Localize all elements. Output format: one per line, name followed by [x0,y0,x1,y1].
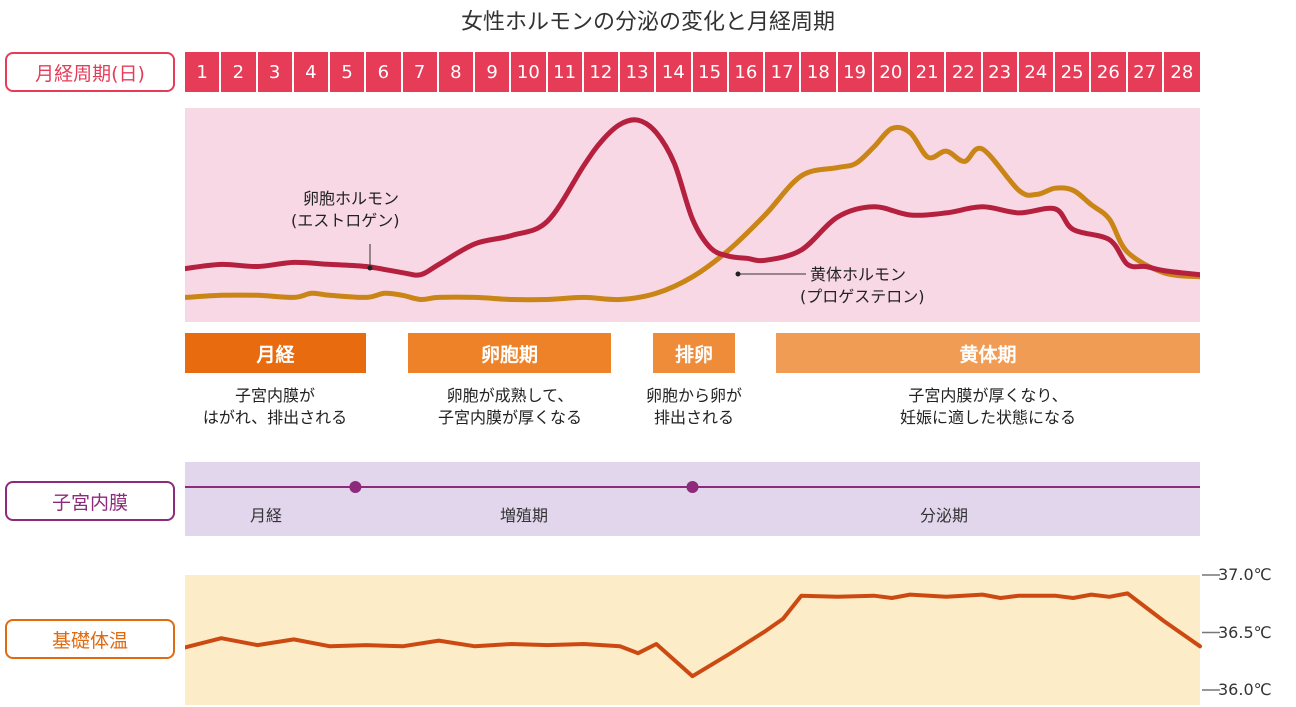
phase-luteal-desc: 子宮内膜が厚くなり、 妊娠に適した状態になる [830,385,1146,429]
day-cell-10: 10 [511,52,548,92]
phase-follicular-desc-line1: 卵胞が成熟して、 [446,386,574,405]
day-cell-1: 1 [185,52,222,92]
estrogen-annotation-alt: (エストロゲン) [291,211,400,230]
day-strip: 1 2 3 4 5 6 7 8 9 10 11 12 13 14 15 16 17 18 19 20 21 22 23 24 2… [185,52,1200,92]
day-cell-3: 3 [258,52,294,92]
day-cell-23: 23 [983,52,1019,92]
day-cell-13: 13 [620,52,657,92]
tick-label-37-0: 37.0℃ [1218,565,1272,584]
estrogen-line [185,117,1200,278]
progesterone-pointer-dot [735,271,741,277]
hormone-annotations [367,244,806,277]
day-cell-20: 20 [874,52,910,92]
temperature-chart [185,574,1220,691]
day-cell-4: 4 [294,52,330,92]
day-cell-27: 27 [1128,52,1164,92]
phase-ovulation-desc-line1: 卵胞から卵が [645,386,742,405]
day-cell-28: 28 [1170,61,1194,83]
day-cell-7: 7 [403,52,439,92]
temperature-line [185,591,1202,679]
endometrium-marker-1 [349,481,362,493]
tick-label-36-0: 36.0℃ [1218,680,1272,699]
day-cell-17: 17 [765,52,802,92]
cycle-label: 月経周期(日) [5,52,175,92]
phase-follicular: 卵胞期 [408,333,611,373]
endometrium-band [185,462,1200,536]
estrogen-pointer-dot [367,265,373,271]
progesterone-annotation-name: 黄体ホルモン [810,265,907,284]
phase-luteal-desc-line1: 子宮内膜が厚くなり、 [908,386,1068,405]
temperature-label: 基礎体温 [5,619,175,659]
phase-follicular-desc: 卵胞が成熟して、 子宮内膜が厚くなる [395,385,625,429]
day-cell-8: 8 [439,52,475,92]
day-cell-2: 2 [221,52,258,92]
endometrium-timeline [185,481,1200,493]
day-cell-26: 26 [1091,52,1128,92]
endometrium-marker-2 [686,481,699,493]
progesterone-annotation: 黄体ホルモン (プロゲステロン) [800,264,925,308]
day-cell-16: 16 [729,52,765,92]
day-cell-18: 18 [801,52,838,92]
endometrium-stage-menses: 月経 [249,506,283,525]
phase-ovulation-desc-line2: 排出される [653,408,734,427]
day-cell-14: 14 [656,52,693,92]
day-cell-9: 9 [475,52,512,92]
phase-ovulation: 排卵 [653,333,735,373]
chart-title: 女性ホルモンの分泌の変化と月経周期 [460,10,835,35]
progesterone-line [185,124,1200,303]
day-cell-22: 22 [946,52,983,92]
endometrium-stage-secretory: 分泌期 [919,506,969,525]
day-cell-25: 25 [1055,52,1092,92]
phase-menses-desc-line1: 子宮内膜が [234,386,315,405]
day-cell-5: 5 [330,52,367,92]
phase-luteal-desc-line2: 妊娠に適した状態になる [899,408,1076,427]
day-cell-19: 19 [838,52,874,92]
phase-luteal: 黄体期 [776,333,1200,373]
phase-menses-desc-line2: はがれ、排出される [202,408,348,427]
tick-label-36-5: 36.5℃ [1218,623,1272,642]
progesterone-annotation-alt: (プロゲステロン) [800,287,925,306]
day-cell-6: 6 [366,52,403,92]
endometrium-stage-proliferative: 増殖期 [499,506,549,525]
phase-ovulation-desc: 卵胞から卵が 排出される [620,385,768,429]
hormone-chart [185,117,1200,303]
day-cell-11: 11 [548,52,584,92]
phase-menses: 月経 [185,333,366,373]
day-cell-15: 15 [693,52,729,92]
day-cell-21: 21 [910,52,947,92]
day-cell-24: 24 [1019,52,1055,92]
phase-menses-desc: 子宮内膜が はがれ、排出される [170,385,380,429]
estrogen-annotation: 卵胞ホルモン (エストロゲン) [291,188,400,232]
endometrium-label: 子宮内膜 [5,481,175,521]
phase-follicular-desc-line2: 子宮内膜が厚くなる [437,408,582,427]
day-cell-12: 12 [584,52,620,92]
estrogen-annotation-name: 卵胞ホルモン [303,189,400,208]
